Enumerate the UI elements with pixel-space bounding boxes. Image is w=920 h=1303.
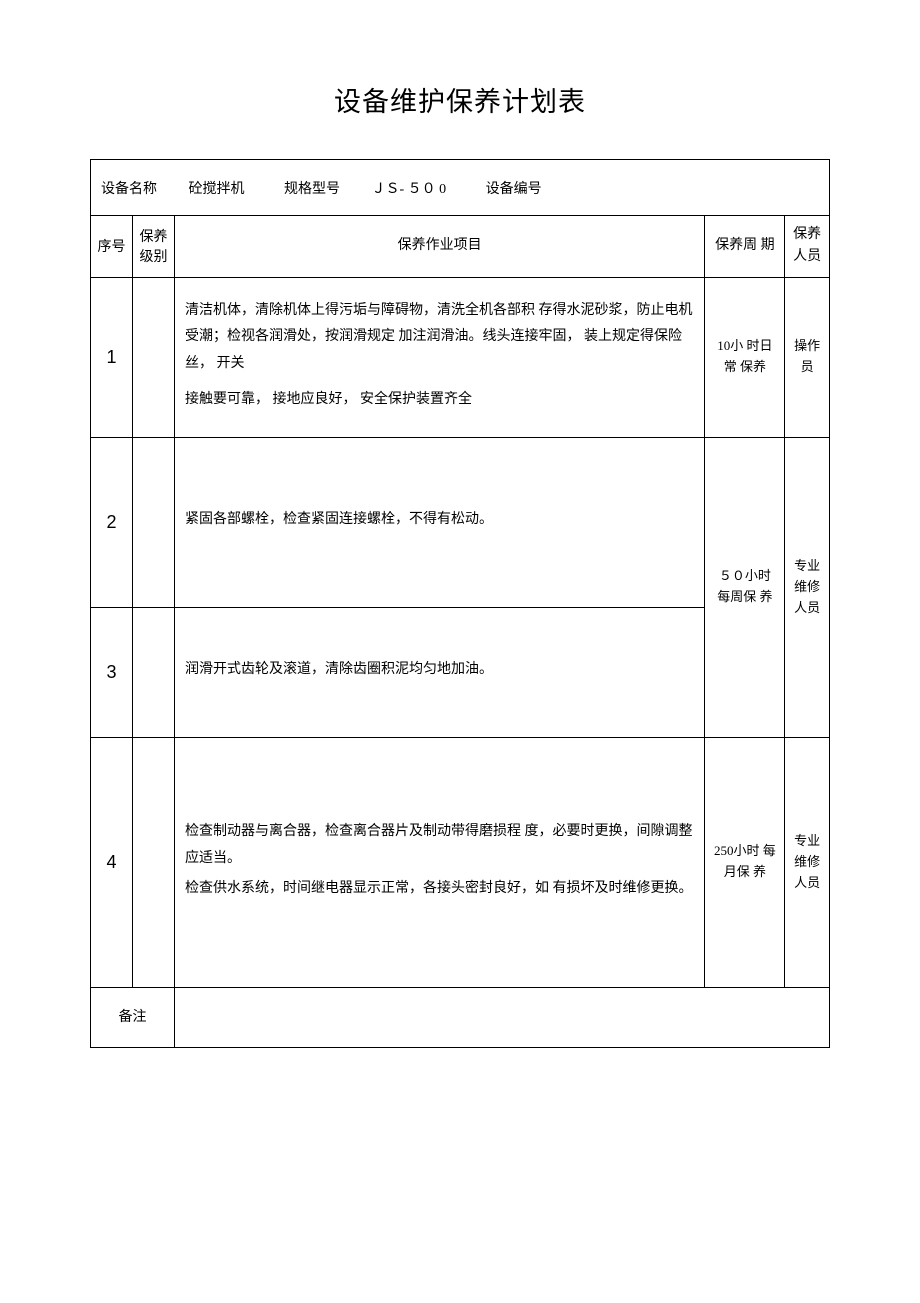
page-title: 设备维护保养计划表 [90,80,830,119]
info-row: 设备名称 砼搅拌机 规格型号 ＪＳ- ５０ 0 设备编号 [91,160,830,216]
level-cell [133,437,175,607]
equipment-name-label: 设备名称 [101,178,157,198]
header-content: 保养作业项目 [175,216,705,278]
content-cell: 紧固各部螺栓，检查紧固连接螺栓，不得有松动。 [175,437,705,607]
content-text: 检查制动器与离合器，检查离合器片及制动带得磨损程 度，必要时更换，间隙调整应适当… [185,819,694,872]
person-cell: 专业 维修 人员 [785,737,830,987]
content-text: 接触要可靠， 接地应良好， 安全保护装置齐全 [185,387,694,414]
content-text: 检查供水系统，时间继电器显示正常，各接头密封良好，如 有损坏及时维修更换。 [185,876,694,903]
content-text: 清洁机体，清除机体上得污垢与障碍物，清洗全机各部积 存得水泥砂浆，防止电机受潮；… [185,298,694,378]
seq-cell: 2 [91,437,133,607]
header-level: 保养级别 [133,216,175,278]
table-row: 4 检查制动器与离合器，检查离合器片及制动带得磨损程 度，必要时更换，间隙调整应… [91,737,830,987]
person-cell: 操作 员 [785,277,830,437]
content-text: 润滑开式齿轮及滚道，清除齿圈积泥均匀地加油。 [185,657,694,684]
cycle-cell: 250小时 每月保 养 [705,737,785,987]
seq-cell: 4 [91,737,133,987]
maintenance-table: 设备名称 砼搅拌机 规格型号 ＪＳ- ５０ 0 设备编号 序号 保养级别 保养作… [90,159,830,1048]
level-cell [133,607,175,737]
remark-label: 备注 [91,987,175,1047]
cycle-cell: 10小 时日 常 保养 [705,277,785,437]
equipment-name-value: 砼搅拌机 [189,178,245,198]
cycle-cell: ５０小时 每周保 养 [705,437,785,737]
header-cycle: 保养周 期 [705,216,785,278]
content-cell: 检查制动器与离合器，检查离合器片及制动带得磨损程 度，必要时更换，间隙调整应适当… [175,737,705,987]
seq-cell: 1 [91,277,133,437]
level-cell [133,277,175,437]
remark-row: 备注 [91,987,830,1047]
equipment-no-label: 设备编号 [486,178,542,198]
person-cell: 专业 维修 人员 [785,437,830,737]
table-row: 2 紧固各部螺栓，检查紧固连接螺栓，不得有松动。 ５０小时 每周保 养 专业 维… [91,437,830,607]
spec-model-label: 规格型号 [284,178,340,198]
header-row: 序号 保养级别 保养作业项目 保养周 期 保养人员 [91,216,830,278]
header-person: 保养人员 [785,216,830,278]
spec-model-value: ＪＳ- ５０ 0 [372,178,447,198]
level-cell [133,737,175,987]
header-seq: 序号 [91,216,133,278]
table-row: 1 清洁机体，清除机体上得污垢与障碍物，清洗全机各部积 存得水泥砂浆，防止电机受… [91,277,830,437]
content-text: 紧固各部螺栓，检查紧固连接螺栓，不得有松动。 [185,507,694,534]
seq-cell: 3 [91,607,133,737]
content-cell: 润滑开式齿轮及滚道，清除齿圈积泥均匀地加油。 [175,607,705,737]
content-cell: 清洁机体，清除机体上得污垢与障碍物，清洗全机各部积 存得水泥砂浆，防止电机受潮；… [175,277,705,437]
remark-value [175,987,830,1047]
